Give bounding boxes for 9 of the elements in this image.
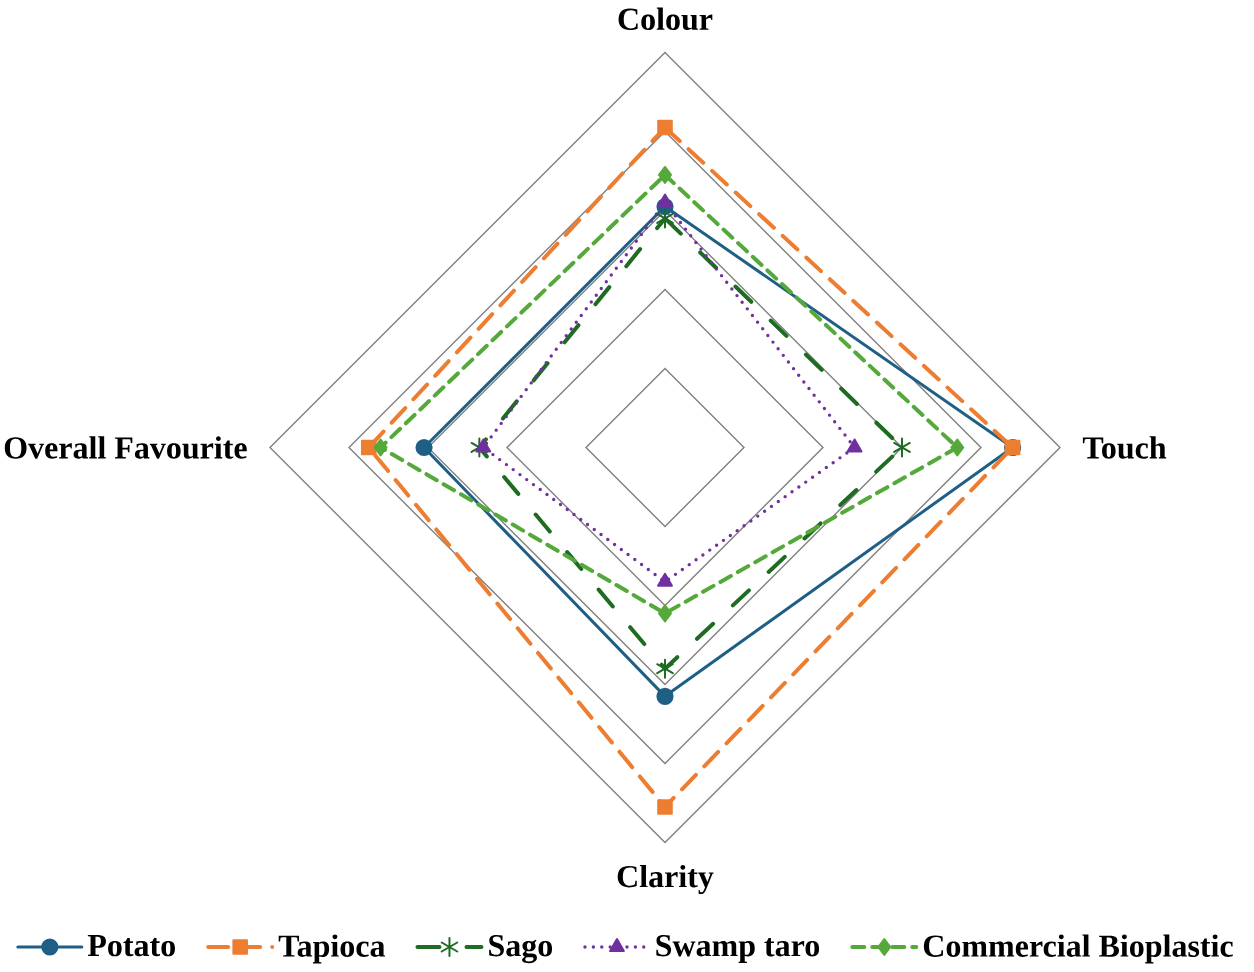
legend-label: Sago — [489, 934, 553, 964]
spoke-label: Colour — [618, 7, 713, 31]
spoke-label: Clarity — [617, 864, 714, 894]
legend-label: Potato — [87, 935, 175, 957]
legend-label: Commercial Bioplastic — [923, 934, 1233, 964]
legend-label: Tapioca — [278, 934, 386, 964]
legend-label: Swamp taro — [656, 934, 820, 963]
spoke-label: Overall Favourite — [4, 436, 247, 459]
spoke-label: Touch — [1082, 436, 1167, 459]
